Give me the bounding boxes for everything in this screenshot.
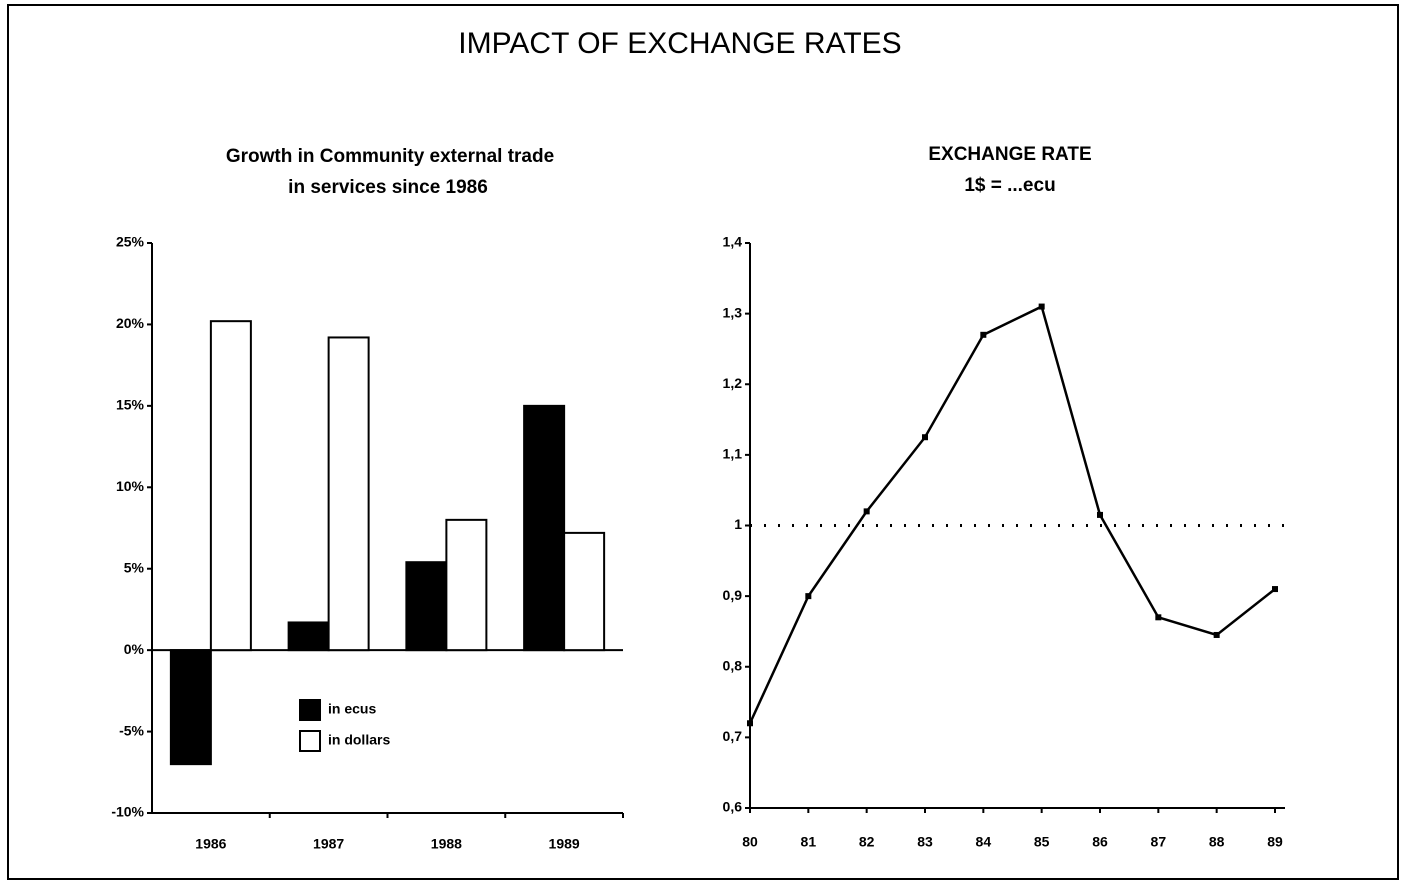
chart-subtitle: 1$ = ...ecu [964,175,1055,196]
x-tick-label: 88 [1209,834,1225,850]
y-tick-label: 25% [116,234,145,250]
x-tick-label: 82 [859,834,875,850]
bar [287,621,330,652]
x-tick-label: 1986 [195,836,226,852]
legend-swatch [299,699,321,721]
bar [445,518,488,652]
x-tick-label: 85 [1034,834,1050,850]
y-tick-label: 15% [116,397,145,413]
point [1155,614,1162,621]
point [1213,631,1220,638]
page-title: IMPACT OF EXCHANGE RATES [458,27,901,60]
x-tick-label: 1989 [549,836,580,852]
legend-label: in dollars [328,732,390,748]
point [1097,511,1103,518]
bar [209,320,252,652]
bar [523,404,566,652]
x-tick-label: 1987 [313,836,344,852]
chart-title: Growth in Community external trade [226,146,554,167]
y-tick-label: 1 [734,516,742,532]
x-tick-label: 81 [801,834,817,850]
y-tick-label: 0,7 [723,728,743,744]
chart-title: in services since 1986 [288,177,488,198]
legend-swatch [299,730,321,752]
y-tick-label: 0% [124,641,145,657]
y-tick-label: 10% [116,478,145,494]
point [1272,586,1278,593]
y-tick-label: 0,9 [723,587,743,603]
bar [169,649,212,766]
x-tick-label: 84 [976,834,992,850]
point [922,434,928,441]
bar [563,531,606,652]
frame [7,4,1399,880]
y-tick-label: 0,8 [723,657,743,673]
x-tick-label: 80 [742,834,758,850]
x-tick-label: 87 [1151,834,1167,850]
y-tick-label: 1,2 [723,375,743,391]
legend-label: in ecus [328,701,376,717]
y-tick-label: 1,3 [723,304,743,320]
point [980,331,987,338]
point [1038,303,1045,310]
y-tick-label: 20% [116,315,145,331]
point [805,593,812,600]
x-tick-label: 89 [1267,834,1283,850]
x-tick-label: 86 [1092,834,1108,850]
x-tick-label: 1988 [431,836,462,852]
y-tick-label: -5% [119,722,144,738]
y-tick-label: 5% [124,559,145,575]
bar [405,561,448,652]
y-tick-label: 0,6 [723,799,743,815]
point [863,508,870,515]
y-tick-label: 1,4 [723,234,743,250]
x-tick-label: 83 [917,834,933,850]
bar [327,336,370,652]
y-tick-label: -10% [111,804,144,820]
chart-title: EXCHANGE RATE [928,144,1091,165]
line [748,304,1276,724]
y-tick-label: 1,1 [723,446,743,462]
point [747,720,753,727]
